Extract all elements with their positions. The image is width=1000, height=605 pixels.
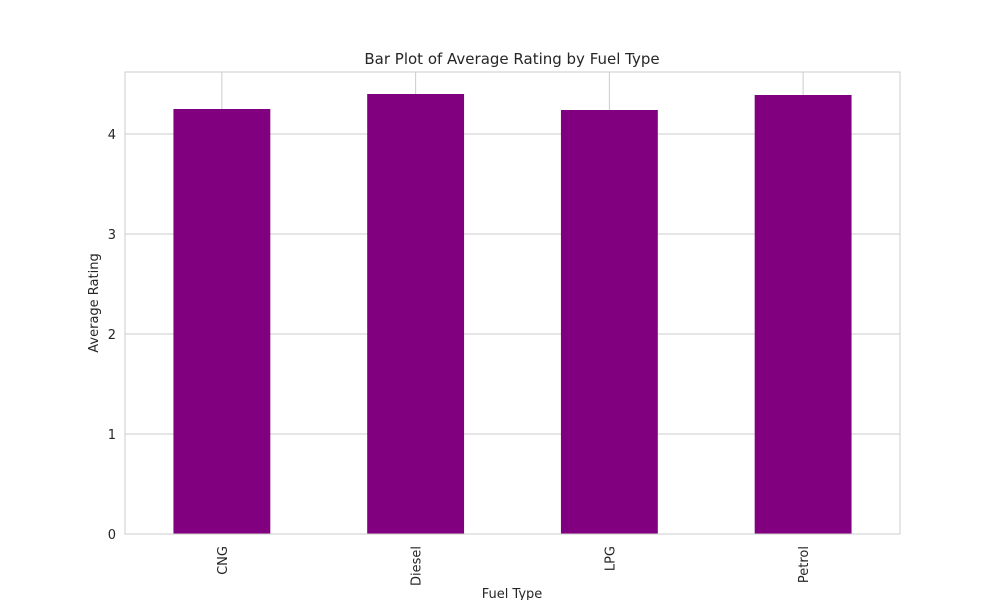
bar-cng (173, 109, 271, 534)
x-tick-label: Petrol (797, 546, 812, 583)
y-tick-labels: 0 1 2 3 4 (108, 128, 116, 543)
bars (173, 94, 852, 534)
y-axis-label: Average Rating (87, 253, 102, 352)
x-tick-label: Diesel (410, 546, 425, 586)
y-tick-label: 1 (108, 428, 116, 443)
bar-petrol (754, 95, 852, 534)
y-tick-label: 3 (108, 228, 116, 243)
chart-title: Bar Plot of Average Rating by Fuel Type (364, 50, 659, 68)
x-tick-label: CNG (216, 546, 231, 575)
y-tick-label: 0 (108, 528, 116, 543)
y-tick-label: 4 (108, 128, 116, 143)
bar-lpg (560, 110, 658, 534)
x-axis-label: Fuel Type (482, 587, 543, 600)
x-tick-labels: CNG Diesel LPG Petrol (216, 546, 812, 586)
plot-frame (124, 71, 901, 535)
y-tick-label: 2 (108, 328, 116, 343)
x-tick-label: LPG (603, 546, 618, 571)
bar-diesel (367, 94, 465, 534)
